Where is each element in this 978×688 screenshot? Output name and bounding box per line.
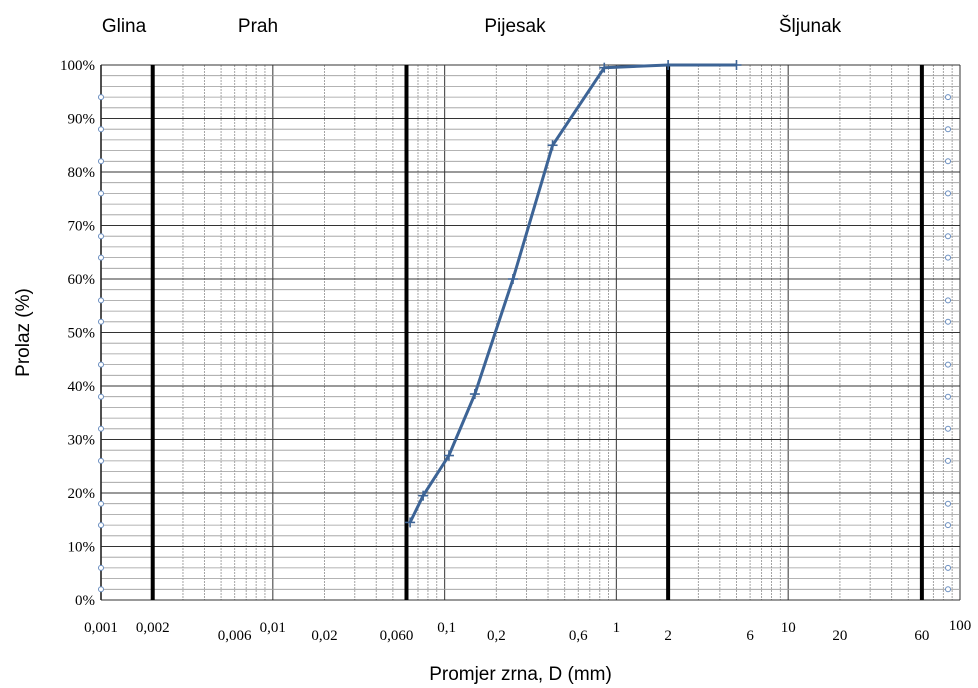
edge-marker-dot <box>98 393 104 400</box>
y-tick-label: 0% <box>75 593 95 609</box>
y-tick-label: 60% <box>68 272 96 288</box>
x-tick-label: 60 <box>914 628 929 644</box>
edge-marker-dot <box>945 586 951 593</box>
x-tick-label: 0,006 <box>218 628 252 644</box>
x-tick-label: 2 <box>664 628 672 644</box>
y-tick-labels: 0% 10% 20% 30% 40% 50% 60% 70% 80% 90% 100% <box>60 58 95 609</box>
edge-marker-dot <box>945 564 951 571</box>
data-point <box>547 140 558 151</box>
y-tick-label: 90% <box>68 112 96 128</box>
x-axis-title: Promjer zrna, D (mm) <box>429 664 612 685</box>
x-tick-labels: 0,001 0,002 0,006 0,01 0,02 0,060 0,1 0,2 0,6 1 2 6… <box>84 618 971 644</box>
y-tick-label: 100% <box>60 58 95 74</box>
y-tick-label: 10% <box>68 540 96 556</box>
edge-marker-dot <box>98 254 104 261</box>
edge-marker-dot <box>98 233 104 240</box>
edge-marker-dot <box>945 94 951 101</box>
x-tick-label: 1 <box>613 620 621 636</box>
edge-marker-dot <box>945 126 951 133</box>
edge-marker-dot <box>98 94 104 101</box>
data-point <box>731 60 742 70</box>
edge-marker-dot <box>945 233 951 240</box>
y-tick-label: 50% <box>68 326 96 342</box>
zone-label: Prah <box>238 16 278 37</box>
zone-labels: Glina Prah Pijesak Šljunak <box>102 15 842 37</box>
edge-marker-dot <box>945 190 951 197</box>
x-tick-label: 0,060 <box>380 628 414 644</box>
edge-marker-dot <box>98 297 104 304</box>
edge-marker-dot <box>945 297 951 304</box>
major-grid <box>101 64 960 601</box>
zone-label: Šljunak <box>779 15 842 37</box>
y-tick-label: 30% <box>68 433 96 449</box>
edge-marker-dot <box>945 318 951 325</box>
edge-marker-dot <box>945 522 951 529</box>
x-tick-label: 100 <box>949 618 972 634</box>
edge-marker-dot <box>945 425 951 432</box>
x-tick-label: 0,6 <box>569 628 588 644</box>
edge-marker-dot <box>98 361 104 368</box>
edge-marker-dot <box>945 158 951 165</box>
y-tick-label: 80% <box>68 165 96 181</box>
y-tick-label: 70% <box>68 219 96 235</box>
series-line <box>408 63 737 524</box>
edge-marker-dot <box>945 457 951 464</box>
edge-marker-dot <box>945 500 951 507</box>
edge-marker-dot <box>98 190 104 197</box>
edge-marker-dot <box>98 126 104 133</box>
data-point <box>405 517 416 528</box>
data-point <box>599 62 610 73</box>
edge-marker-dot <box>98 564 104 571</box>
edge-marker-dot <box>98 158 104 165</box>
edge-marker-dot <box>98 425 104 432</box>
x-tick-label: 10 <box>781 620 796 636</box>
x-tick-label: 0,02 <box>311 628 337 644</box>
data-point <box>469 389 480 400</box>
x-tick-label: 0,1 <box>437 620 456 636</box>
x-tick-label: 0,2 <box>487 628 506 644</box>
series-layer <box>405 60 742 528</box>
edge-marker-dot <box>945 393 951 400</box>
data-point <box>507 274 518 284</box>
edge-marker-dot <box>945 361 951 368</box>
edge-marker-dot <box>98 457 104 464</box>
y-tick-label: 40% <box>68 379 96 395</box>
edge-markers <box>98 94 951 593</box>
x-tick-label: 20 <box>832 628 847 644</box>
data-point <box>418 490 429 501</box>
edge-marker-dot <box>98 586 104 593</box>
x-tick-label: 0,002 <box>136 620 170 636</box>
x-tick-label: 0,001 <box>84 620 118 636</box>
data-point <box>663 60 674 70</box>
edge-marker-dot <box>98 500 104 507</box>
data-point <box>443 450 454 461</box>
zone-boundary-lines <box>100 65 924 600</box>
edge-marker-dot <box>945 254 951 261</box>
edge-marker-dot <box>98 522 104 529</box>
zone-label: Glina <box>102 16 147 37</box>
x-tick-label: 6 <box>746 628 754 644</box>
y-axis-title: Prolaz (%) <box>13 288 34 377</box>
zone-label: Pijesak <box>484 16 546 37</box>
y-tick-label: 20% <box>68 486 96 502</box>
edge-marker-dot <box>98 318 104 325</box>
x-tick-label: 0,01 <box>260 620 286 636</box>
